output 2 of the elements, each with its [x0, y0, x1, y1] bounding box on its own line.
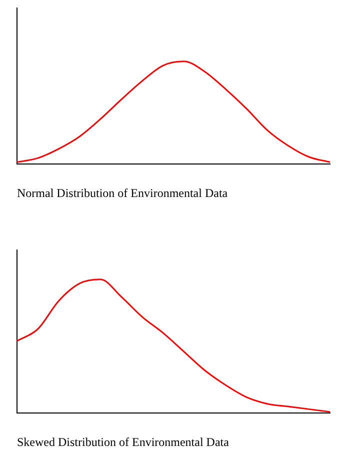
x-axis-title: Normal Distribution of Environmental Data: [17, 186, 228, 200]
x-axis-title: Skewed Distribution of Environmental Data: [17, 434, 230, 449]
